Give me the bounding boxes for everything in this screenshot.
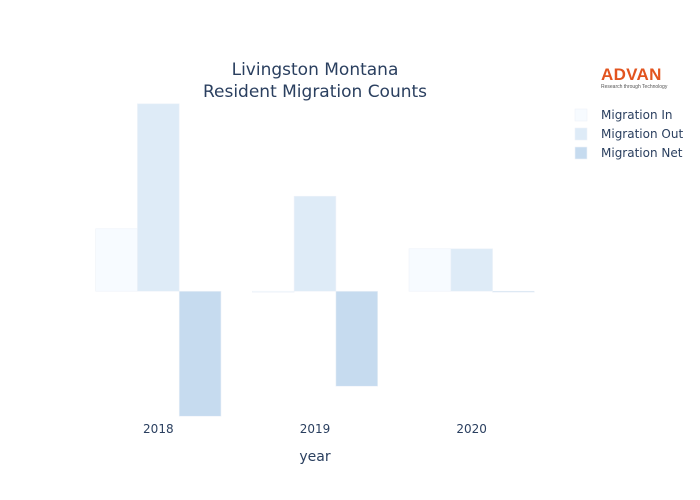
legend-item-migration-out[interactable]: Migration Out <box>574 127 683 141</box>
x-tick-label: 2019 <box>300 422 331 436</box>
legend-swatch <box>574 108 588 122</box>
legend-swatch <box>574 146 588 160</box>
chart-title: Livingston Montana <box>232 60 399 80</box>
bar-migration-net-2020[interactable] <box>492 290 535 293</box>
legend[interactable]: Migration In Migration Out Migration Net <box>574 108 683 160</box>
legend-swatch <box>574 127 588 141</box>
bar-migration-in-2018[interactable] <box>95 228 138 292</box>
x-axis-title: year <box>299 449 330 465</box>
chart-subtitle: Resident Migration Counts <box>203 82 427 102</box>
legend-item-migration-in[interactable]: Migration In <box>574 108 673 122</box>
x-tick-label: 2018 <box>143 422 174 436</box>
bar-migration-net-2018[interactable] <box>178 290 222 417</box>
bar-migration-net-2019[interactable] <box>335 290 378 387</box>
x-tick-label: 2020 <box>456 422 487 436</box>
legend-item-migration-net[interactable]: Migration Net <box>574 146 683 160</box>
x-tick-labels: 2018 2019 2020 <box>143 422 487 436</box>
advan-logo: ADVAN Research through Technology <box>601 66 675 96</box>
logo-tagline: Research through Technology <box>601 84 668 90</box>
bar-migration-out-2018[interactable] <box>137 103 180 292</box>
legend-label: Migration In <box>601 108 673 122</box>
bar-migration-out-2020[interactable] <box>450 248 493 292</box>
bar-group <box>95 103 535 417</box>
bar-migration-in-2020[interactable] <box>408 248 452 292</box>
bar-migration-in-2019[interactable] <box>252 290 295 293</box>
logo-wordmark: ADVAN <box>601 65 662 84</box>
legend-label: Migration Out <box>601 127 683 141</box>
bar-migration-out-2019[interactable] <box>293 195 337 292</box>
legend-label: Migration Net <box>601 146 683 160</box>
